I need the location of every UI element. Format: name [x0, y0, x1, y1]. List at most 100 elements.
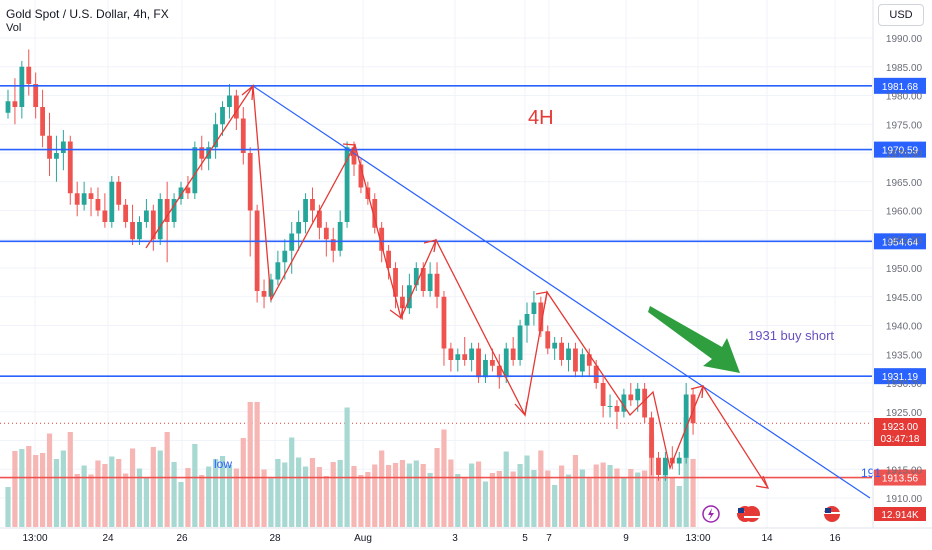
- time-tick-label: 24: [102, 533, 114, 544]
- price-tick-label: 1975.00: [886, 120, 923, 131]
- level-price-label: 1931.19: [882, 372, 919, 383]
- candle-body: [434, 273, 440, 297]
- volume-bar: [95, 460, 101, 527]
- price-tick-label: 1980.00: [886, 92, 923, 103]
- candle-body: [476, 348, 481, 378]
- candle-body: [400, 296, 405, 309]
- candle-body: [227, 95, 232, 107]
- price-tick-label: 1930.00: [886, 379, 923, 390]
- volume-bar: [635, 472, 641, 527]
- candle-body: [566, 348, 571, 360]
- volume-bar: [469, 463, 475, 527]
- candle-body: [663, 457, 668, 475]
- volume-bar: [482, 481, 489, 527]
- volume-bar: [19, 449, 25, 527]
- volume-bar: [26, 446, 32, 527]
- symbol-title: Gold Spot / U.S. Dollar, 4h, FX: [6, 7, 169, 21]
- candle-body: [393, 268, 398, 297]
- volume-bar: [455, 474, 461, 527]
- candle-body: [503, 348, 509, 378]
- volume-bar: [420, 464, 426, 527]
- volume-bar: [192, 444, 198, 527]
- volume-bar: [413, 460, 419, 527]
- candle-body: [649, 417, 654, 458]
- candle-body: [296, 222, 302, 234]
- candle-body: [185, 187, 191, 194]
- volume-bar: [586, 478, 592, 527]
- level-price-tag: [874, 233, 926, 250]
- timeframe-label: 4H: [528, 107, 554, 129]
- volume-value-tag: [874, 507, 926, 521]
- candle-body: [137, 222, 142, 240]
- volume-bar: [74, 474, 80, 527]
- arrowhead-4: [423, 239, 437, 253]
- arrowhead-6: [535, 291, 548, 305]
- candle-body: [47, 135, 52, 159]
- us-flag-icon-1-canton: [738, 508, 744, 513]
- price-axis: 1990.00 1985.00 1980.00 1975.00 1970.00 1965.…: [872, 0, 923, 528]
- volume-bar: [572, 455, 579, 527]
- volume-bar: [358, 475, 364, 527]
- volume-bars: [5, 402, 696, 527]
- candle-body: [247, 153, 253, 211]
- candle-body: [455, 354, 461, 360]
- price-tick-label: 1965.00: [886, 178, 923, 189]
- volume-bar: [302, 466, 309, 527]
- volume-bar: [254, 402, 260, 527]
- us-flag-icon-2-stripe: [744, 516, 760, 518]
- candle-body: [240, 118, 246, 153]
- level-price-tag: [874, 77, 926, 94]
- low-label: low: [214, 457, 232, 471]
- volume-bar: [642, 470, 648, 527]
- time-tick-label: Aug: [354, 533, 372, 544]
- volume-bar: [503, 451, 509, 527]
- candle-body: [33, 84, 39, 107]
- candle-body: [676, 457, 682, 464]
- candle-body: [95, 199, 101, 211]
- price-tick-label: 1915.00: [886, 465, 923, 476]
- currency-button[interactable]: USD: [878, 4, 924, 26]
- current-price-tag: [874, 418, 926, 446]
- candle-body: [517, 325, 523, 360]
- volume-bar: [524, 455, 530, 527]
- candle-body: [60, 141, 66, 153]
- candle-body: [690, 394, 696, 424]
- volume-bar: [475, 461, 482, 527]
- candle-body: [220, 107, 225, 125]
- candle-body: [310, 199, 315, 211]
- volume-indicator-label[interactable]: Vol: [6, 22, 22, 34]
- level-price-tag: [874, 368, 926, 385]
- volume-bar: [593, 464, 599, 527]
- volume-bar: [129, 448, 136, 527]
- candle-body: [462, 354, 468, 360]
- volume-bar: [46, 433, 53, 527]
- candle-body: [656, 457, 661, 475]
- candle-body: [330, 239, 336, 251]
- candle-body: [593, 365, 599, 383]
- candle-body: [600, 383, 606, 406]
- us-flag-icon-3-canton: [825, 508, 831, 513]
- candle-body: [268, 279, 274, 297]
- time-tick-label: 9: [623, 533, 629, 544]
- volume-bar: [399, 460, 406, 527]
- time-tick-label: 5: [522, 533, 528, 544]
- time-tick-label: 7: [546, 533, 552, 544]
- volume-bar: [448, 459, 454, 527]
- candle-body: [573, 348, 578, 372]
- green-arrow: [648, 306, 740, 373]
- candle-body: [157, 199, 163, 240]
- price-tick-label: 1910.00: [886, 494, 923, 505]
- candle-body: [289, 233, 295, 251]
- volume-bar: [496, 471, 502, 527]
- price-tick-label: 1925.00: [886, 408, 923, 419]
- candle-body: [358, 164, 364, 188]
- price-tags: 1923.00 03:47:18 12.914K: [874, 418, 926, 521]
- level-price-tag: [874, 469, 926, 486]
- volume-bar: [655, 476, 662, 527]
- price-tick-label: 1970.00: [886, 149, 923, 160]
- volume-bar: [351, 466, 357, 527]
- level-price-label: 1970.59: [882, 146, 919, 157]
- zigzag-wave-path: [145, 84, 769, 489]
- price-tick-label: 1940.00: [886, 322, 923, 333]
